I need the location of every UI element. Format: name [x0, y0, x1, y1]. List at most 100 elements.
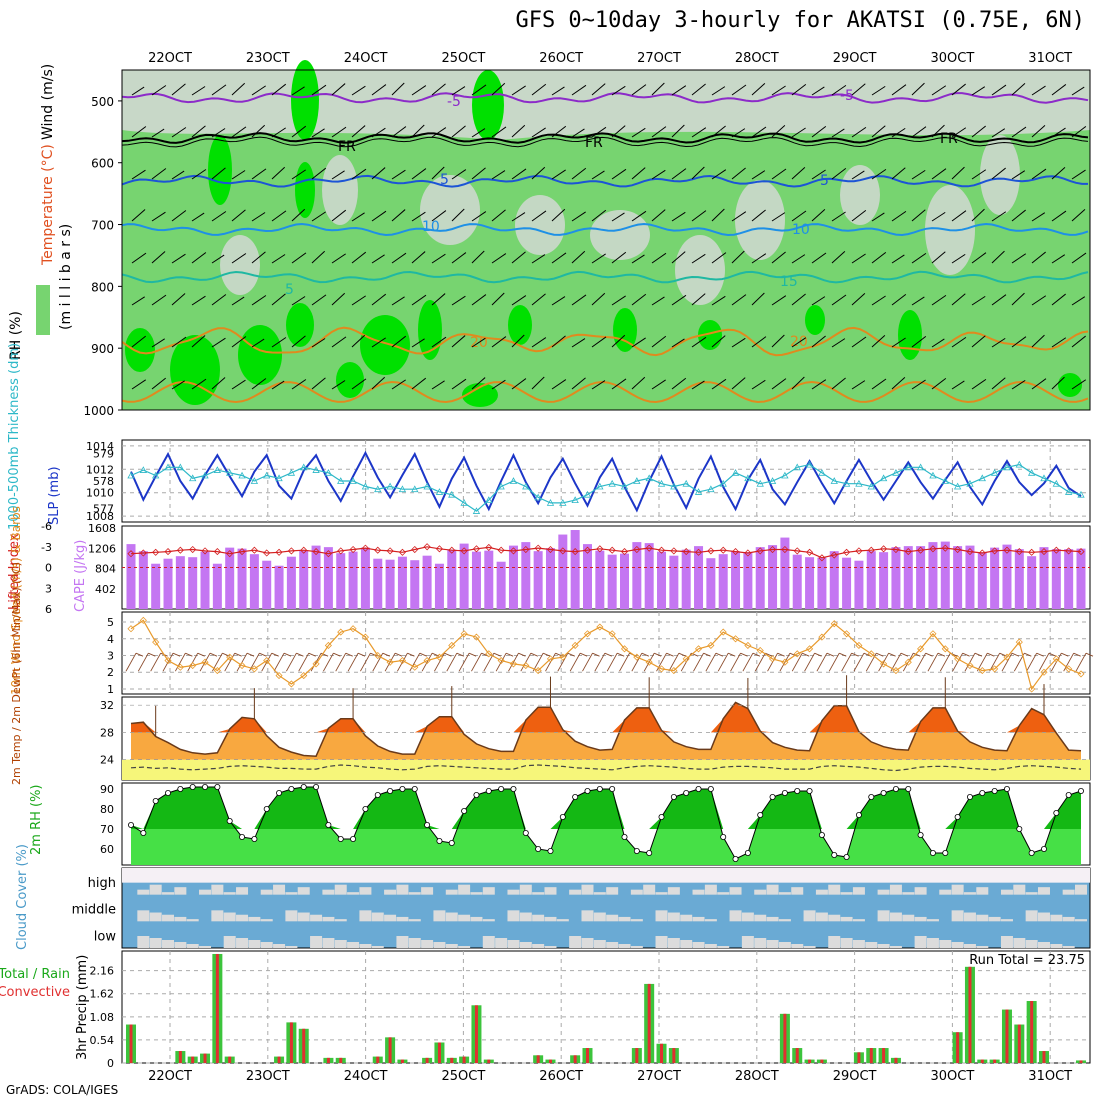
wind-barb: [891, 127, 906, 138]
wind-barb: [962, 652, 970, 657]
wind-barb: [631, 84, 647, 96]
wind-barb: [431, 253, 446, 264]
cape-bar: [582, 544, 592, 609]
wind-barb: [811, 335, 826, 348]
wind-barb: [631, 210, 647, 222]
wind-barb: [931, 168, 947, 180]
cloud-bar-low: [976, 946, 989, 948]
cloud-bar-middle: [544, 916, 557, 922]
cloud-bar-low: [569, 936, 582, 948]
wind-barb: [911, 126, 927, 138]
cloud-bar-low: [334, 940, 347, 948]
rh2m-marker: [720, 834, 727, 841]
wind-barb: [651, 209, 666, 222]
cloud-bar-middle: [458, 914, 471, 922]
wind-barb: [191, 212, 205, 222]
thickness-marker: [842, 479, 851, 487]
lifted-index-marker: [201, 547, 209, 555]
wind-barb: [651, 252, 667, 264]
wind-barb: [731, 294, 747, 306]
lifted-index-marker: [275, 548, 283, 556]
wind-barb: [654, 652, 662, 657]
slp-axis-label: SLP (mb): [47, 466, 62, 525]
precip-convective-bar: [400, 1059, 404, 1063]
wind-barb: [927, 652, 939, 672]
cape-bar: [447, 549, 457, 609]
x-tick-label-bottom: 25OCT: [442, 1069, 486, 1084]
wind-barb: [1031, 295, 1047, 306]
wind-axis-label: Wind (m/s): [40, 64, 56, 140]
wind-speed-marker: [608, 630, 616, 638]
cape-bar: [200, 551, 210, 609]
precip-convective-bar: [894, 1057, 898, 1063]
wind-barb: [259, 652, 267, 657]
wind-speed-marker: [1003, 653, 1011, 661]
rh-light-patch: [675, 235, 725, 305]
thickness-marker: [818, 468, 826, 476]
cloud-bar-middle: [260, 919, 273, 922]
wind-barb: [191, 252, 207, 264]
rh2m-marker: [966, 794, 973, 801]
wind-barb: [491, 82, 506, 96]
wind-barb: [751, 209, 766, 222]
thickness-marker: [472, 507, 481, 514]
rh2m-marker: [670, 794, 677, 801]
thickness-marker: [238, 471, 246, 479]
wind-barb: [191, 335, 206, 348]
wind-barb: [511, 168, 527, 180]
wind-barb: [731, 211, 747, 222]
thickness-marker: [423, 482, 431, 490]
rh2m-marker: [707, 786, 714, 793]
x-tick-label-bottom: 27OCT: [637, 1069, 681, 1084]
wind-barb: [751, 170, 766, 180]
wind-barb: [298, 652, 310, 672]
wind-barb: [951, 210, 967, 222]
lifted-index-marker: [731, 548, 740, 556]
wind-barb: [811, 125, 827, 138]
lifted-axis-label: Lifted Index: [7, 533, 22, 610]
wind-barb: [811, 379, 827, 390]
wind-barb: [971, 378, 987, 390]
temp-tick-label: 32: [100, 699, 114, 712]
wind-barb: [728, 652, 736, 657]
cloud-bar-middle: [803, 910, 816, 922]
wind-barb: [382, 652, 390, 657]
cloud-bar-high: [655, 892, 668, 895]
wind-barb: [871, 295, 886, 306]
wind-barb: [360, 652, 371, 672]
wind-barb: [391, 335, 407, 348]
wind-barb: [853, 652, 865, 672]
lifted-index-marker: [386, 547, 394, 555]
thickness-marker: [830, 477, 838, 484]
lifted-index-marker: [1028, 548, 1036, 556]
wind-barb: [691, 210, 707, 222]
wind-barb: [811, 169, 826, 180]
thickness-marker: [189, 474, 197, 482]
wind-barb: [551, 296, 566, 306]
wind-barb: [162, 652, 174, 672]
wind-barb: [531, 166, 546, 180]
cloud-bar-low: [692, 942, 705, 948]
wind-barb: [531, 337, 547, 348]
precip-convective-bar: [289, 1022, 293, 1063]
thickness-marker: [731, 468, 740, 476]
cloud-bar-high: [1000, 889, 1013, 895]
lifted-index-marker: [213, 548, 221, 556]
wind-barb: [971, 335, 986, 348]
wind-barb: [771, 85, 786, 96]
thickness-marker: [793, 463, 801, 471]
lifted-index-marker: [287, 547, 295, 555]
thickness-marker: [164, 463, 172, 471]
wind-speed-marker: [374, 651, 382, 660]
rh2m-marker: [757, 812, 764, 819]
wind-barb: [826, 652, 835, 657]
wind-barb: [468, 652, 477, 657]
cape-bar: [669, 555, 679, 609]
wind-barb: [1051, 376, 1065, 390]
cape-bar: [151, 563, 161, 609]
wind-barb: [508, 652, 519, 672]
cloud-bar-middle: [1025, 910, 1038, 922]
wind-barb: [456, 652, 464, 657]
thickness-marker: [213, 466, 222, 473]
cape-bar: [928, 542, 938, 609]
